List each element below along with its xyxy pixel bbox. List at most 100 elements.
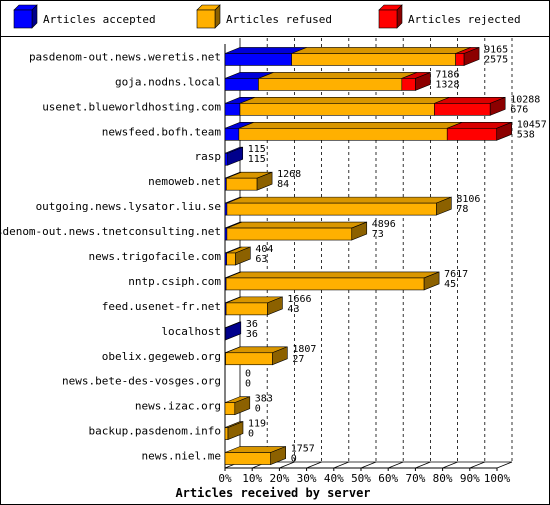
bar-side [423,271,440,291]
floor-line [360,461,377,469]
plot-area: 0% 10% 20% 30% 40% 50% 60% 70% 80% 90% 100% pasdeno… [0,38,547,485]
bar-side [489,96,506,116]
bar-segment [224,78,259,91]
category-label: news.izac.org [135,400,221,413]
value-label-offered: 1268 [277,169,301,180]
value-label-offered: 7186 [435,69,459,80]
floor-line [279,461,295,469]
bar-segment [238,127,448,141]
floor-line [415,461,431,469]
bar-side [415,71,431,91]
value-label-offered: 383 [255,394,273,405]
x-tick-label: 0% [218,472,232,485]
bar-side [351,221,368,241]
bar-side [234,396,251,416]
category-label: nemoweb.net [148,175,221,188]
value-label-accepted: 676 [510,104,528,115]
bar-segment [401,78,416,91]
category-label: news.niel.me [142,450,221,463]
value-label-offered: 36 [246,319,258,330]
floor-line [333,461,349,469]
legend-swatch [196,9,216,29]
legend-label: Articles refused [226,13,332,26]
category-label: feed.usenet-fr.net [102,300,221,313]
bar-segment [226,252,236,266]
legend-label: Articles rejected [408,13,521,26]
category-label: usenet.blueworldhosting.com [42,100,221,113]
bar-top [225,271,440,279]
x-tick-label: 90% [460,472,480,485]
category-label: localhost [161,325,221,338]
bar-side [227,421,244,441]
value-label-offered: 10288 [510,94,540,105]
value-label-offered: 1666 [287,294,311,305]
bar-top [238,121,463,129]
x-tick-label: 60% [378,472,398,485]
value-label-offered: 8106 [456,194,480,205]
value-label-accepted: 36 [246,329,258,340]
bar-side [227,146,244,166]
value-label-accepted: 0 [255,404,261,415]
value-label-offered: 7617 [444,269,468,280]
value-label-accepted: 43 [287,304,299,315]
x-axis-label: Articles received by server [175,486,370,500]
legend-label: Articles accepted [43,13,156,26]
x-tick-label: 100% [484,472,511,485]
x-tick-label: 40% [324,472,344,485]
category-label: news.bete-des-vosges.org [62,375,221,388]
bar-segment [225,352,273,366]
bar-segment [224,152,229,166]
bar-segment [224,452,271,465]
value-label-accepted: 0 [248,429,254,440]
bar-side [267,296,283,316]
bar-segment [239,103,435,116]
value-label-accepted: 538 [517,129,535,140]
value-label-accepted: 84 [277,179,289,190]
bar-side [436,196,452,216]
value-label-offered: 404 [255,244,273,255]
x-tick-label: 20% [269,472,289,485]
legend: Articles accepted Articles refused Article… [13,4,521,29]
bar-segment [225,277,425,291]
value-label-accepted: 78 [456,204,468,215]
value-label-offered: 1757 [291,444,315,455]
value-label-accepted: 115 [248,154,266,165]
x-tick-label: 10% [242,472,262,485]
bar-side [496,121,513,141]
category-label: goja.nodns.local [115,75,221,88]
bar-segment [224,127,240,141]
bar-top [226,221,367,229]
bar-segment [258,78,403,91]
bar-side [270,446,286,465]
value-label-offered: 1807 [292,344,316,355]
x-tick-label: 50% [351,472,371,485]
bar-top [226,196,452,204]
value-label-offered: 10457 [517,119,547,130]
category-label: backup.pasdenom.info [89,425,221,438]
bar-segment [226,227,353,241]
value-label-offered: 0 [245,369,251,380]
bar-top [239,97,450,104]
legend-swatch [13,9,33,29]
value-label-offered: 119 [248,419,266,430]
bar-segment [224,402,236,415]
value-label-accepted: 27 [292,354,304,365]
bar-top [291,47,471,54]
bar-segment [224,427,229,440]
floor-line [306,461,322,469]
floor-line [388,461,404,469]
bar-side [463,47,480,66]
bar-side [272,346,288,366]
bar-segment [455,53,465,66]
bar-top [258,72,417,79]
bar-segment [226,177,258,191]
value-label-offered: 115 [248,144,266,155]
floor-line [496,461,513,469]
value-label-accepted: 2575 [484,54,508,65]
bar-segment [434,103,491,116]
x-tick-label: 80% [433,472,453,485]
category-label: pasdenom-out.news.tnetconsulting.net [0,225,221,238]
value-label-accepted: 0 [245,379,251,390]
category-label: obelix.gegeweb.org [102,350,221,363]
